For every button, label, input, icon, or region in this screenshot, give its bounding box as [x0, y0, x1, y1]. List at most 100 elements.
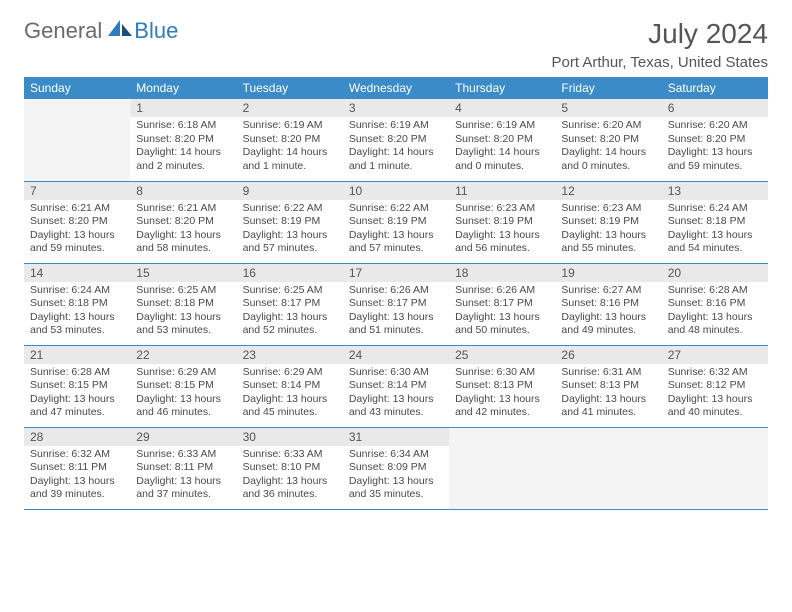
- day-line: Sunrise: 6:27 AM: [561, 284, 655, 298]
- day-line: Daylight: 13 hours: [668, 393, 762, 407]
- day-line: and 57 minutes.: [243, 242, 337, 256]
- day-line: Sunrise: 6:26 AM: [455, 284, 549, 298]
- day-details: Sunrise: 6:24 AMSunset: 8:18 PMDaylight:…: [24, 282, 130, 341]
- day-line: and 50 minutes.: [455, 324, 549, 338]
- brand-word-1: General: [24, 18, 102, 44]
- location-label: Port Arthur, Texas, United States: [24, 54, 768, 71]
- day-line: Sunset: 8:19 PM: [243, 215, 337, 229]
- day-line: Sunset: 8:12 PM: [668, 379, 762, 393]
- calendar-day-cell: 22Sunrise: 6:29 AMSunset: 8:15 PMDayligh…: [130, 345, 236, 427]
- calendar-day-cell: [555, 427, 661, 509]
- day-number: 29: [130, 428, 236, 446]
- calendar-day-cell: 24Sunrise: 6:30 AMSunset: 8:14 PMDayligh…: [343, 345, 449, 427]
- day-details: Sunrise: 6:31 AMSunset: 8:13 PMDaylight:…: [555, 364, 661, 423]
- day-details: Sunrise: 6:19 AMSunset: 8:20 PMDaylight:…: [343, 117, 449, 176]
- weekday-header: Thursday: [449, 77, 555, 99]
- day-number: 6: [662, 99, 768, 117]
- calendar-day-cell: [449, 427, 555, 509]
- day-line: Sunrise: 6:29 AM: [243, 366, 337, 380]
- calendar-day-cell: 11Sunrise: 6:23 AMSunset: 8:19 PMDayligh…: [449, 181, 555, 263]
- day-line: Daylight: 13 hours: [136, 475, 230, 489]
- calendar-day-cell: 1Sunrise: 6:18 AMSunset: 8:20 PMDaylight…: [130, 99, 236, 181]
- day-line: Sunset: 8:20 PM: [136, 215, 230, 229]
- day-line: Sunset: 8:20 PM: [668, 133, 762, 147]
- day-line: Sunrise: 6:19 AM: [349, 119, 443, 133]
- day-line: and 0 minutes.: [455, 160, 549, 174]
- calendar-week-row: 14Sunrise: 6:24 AMSunset: 8:18 PMDayligh…: [24, 263, 768, 345]
- calendar-day-cell: 28Sunrise: 6:32 AMSunset: 8:11 PMDayligh…: [24, 427, 130, 509]
- weekday-header: Wednesday: [343, 77, 449, 99]
- day-details: Sunrise: 6:26 AMSunset: 8:17 PMDaylight:…: [449, 282, 555, 341]
- day-line: Daylight: 13 hours: [243, 229, 337, 243]
- calendar-day-cell: 29Sunrise: 6:33 AMSunset: 8:11 PMDayligh…: [130, 427, 236, 509]
- day-details: Sunrise: 6:32 AMSunset: 8:12 PMDaylight:…: [662, 364, 768, 423]
- day-number: 4: [449, 99, 555, 117]
- calendar-day-cell: 8Sunrise: 6:21 AMSunset: 8:20 PMDaylight…: [130, 181, 236, 263]
- day-line: and 59 minutes.: [668, 160, 762, 174]
- day-line: and 1 minute.: [349, 160, 443, 174]
- day-line: Sunset: 8:13 PM: [561, 379, 655, 393]
- day-number: 16: [237, 264, 343, 282]
- day-line: Daylight: 13 hours: [243, 475, 337, 489]
- day-line: Sunrise: 6:23 AM: [455, 202, 549, 216]
- day-line: Sunrise: 6:22 AM: [349, 202, 443, 216]
- day-details: Sunrise: 6:24 AMSunset: 8:18 PMDaylight:…: [662, 200, 768, 259]
- day-line: Daylight: 14 hours: [243, 146, 337, 160]
- day-number: 2: [237, 99, 343, 117]
- day-line: and 42 minutes.: [455, 406, 549, 420]
- day-line: Sunset: 8:20 PM: [30, 215, 124, 229]
- day-line: Sunset: 8:09 PM: [349, 461, 443, 475]
- day-line: Daylight: 13 hours: [136, 393, 230, 407]
- weekday-header-row: SundayMondayTuesdayWednesdayThursdayFrid…: [24, 77, 768, 99]
- day-number: 23: [237, 346, 343, 364]
- day-line: Sunrise: 6:19 AM: [243, 119, 337, 133]
- day-line: Sunset: 8:19 PM: [455, 215, 549, 229]
- day-line: Daylight: 13 hours: [668, 146, 762, 160]
- calendar-day-cell: 7Sunrise: 6:21 AMSunset: 8:20 PMDaylight…: [24, 181, 130, 263]
- day-line: Daylight: 13 hours: [136, 311, 230, 325]
- day-line: and 0 minutes.: [561, 160, 655, 174]
- day-details: Sunrise: 6:19 AMSunset: 8:20 PMDaylight:…: [449, 117, 555, 176]
- day-line: Daylight: 14 hours: [455, 146, 549, 160]
- day-line: Sunset: 8:20 PM: [561, 133, 655, 147]
- day-line: Daylight: 13 hours: [349, 393, 443, 407]
- day-line: Sunrise: 6:25 AM: [243, 284, 337, 298]
- calendar-day-cell: 3Sunrise: 6:19 AMSunset: 8:20 PMDaylight…: [343, 99, 449, 181]
- sail-icon: [108, 18, 134, 44]
- calendar-day-cell: 23Sunrise: 6:29 AMSunset: 8:14 PMDayligh…: [237, 345, 343, 427]
- day-number: 19: [555, 264, 661, 282]
- day-line: Sunset: 8:15 PM: [136, 379, 230, 393]
- day-number: 8: [130, 182, 236, 200]
- day-number: 27: [662, 346, 768, 364]
- day-line: Sunset: 8:17 PM: [243, 297, 337, 311]
- day-line: Sunrise: 6:23 AM: [561, 202, 655, 216]
- weekday-header: Tuesday: [237, 77, 343, 99]
- day-line: Daylight: 14 hours: [349, 146, 443, 160]
- day-details: Sunrise: 6:33 AMSunset: 8:10 PMDaylight:…: [237, 446, 343, 505]
- day-number: 31: [343, 428, 449, 446]
- day-line: Daylight: 13 hours: [561, 311, 655, 325]
- day-line: Sunrise: 6:34 AM: [349, 448, 443, 462]
- calendar-day-cell: 21Sunrise: 6:28 AMSunset: 8:15 PMDayligh…: [24, 345, 130, 427]
- calendar-day-cell: 14Sunrise: 6:24 AMSunset: 8:18 PMDayligh…: [24, 263, 130, 345]
- day-line: Sunset: 8:15 PM: [30, 379, 124, 393]
- day-line: Sunrise: 6:33 AM: [243, 448, 337, 462]
- day-line: Sunset: 8:17 PM: [349, 297, 443, 311]
- day-line: Sunset: 8:20 PM: [455, 133, 549, 147]
- day-line: Sunrise: 6:19 AM: [455, 119, 549, 133]
- day-number: 7: [24, 182, 130, 200]
- day-details: Sunrise: 6:25 AMSunset: 8:18 PMDaylight:…: [130, 282, 236, 341]
- day-line: and 40 minutes.: [668, 406, 762, 420]
- calendar-day-cell: 10Sunrise: 6:22 AMSunset: 8:19 PMDayligh…: [343, 181, 449, 263]
- day-line: Daylight: 14 hours: [136, 146, 230, 160]
- day-line: Sunrise: 6:32 AM: [30, 448, 124, 462]
- day-line: Sunset: 8:16 PM: [668, 297, 762, 311]
- day-details: Sunrise: 6:29 AMSunset: 8:14 PMDaylight:…: [237, 364, 343, 423]
- day-details: Sunrise: 6:21 AMSunset: 8:20 PMDaylight:…: [130, 200, 236, 259]
- page-header: General Blue July 2024: [24, 18, 768, 50]
- day-line: Sunrise: 6:18 AM: [136, 119, 230, 133]
- day-line: Daylight: 13 hours: [561, 229, 655, 243]
- calendar-week-row: 21Sunrise: 6:28 AMSunset: 8:15 PMDayligh…: [24, 345, 768, 427]
- day-number: 14: [24, 264, 130, 282]
- day-line: Daylight: 13 hours: [455, 229, 549, 243]
